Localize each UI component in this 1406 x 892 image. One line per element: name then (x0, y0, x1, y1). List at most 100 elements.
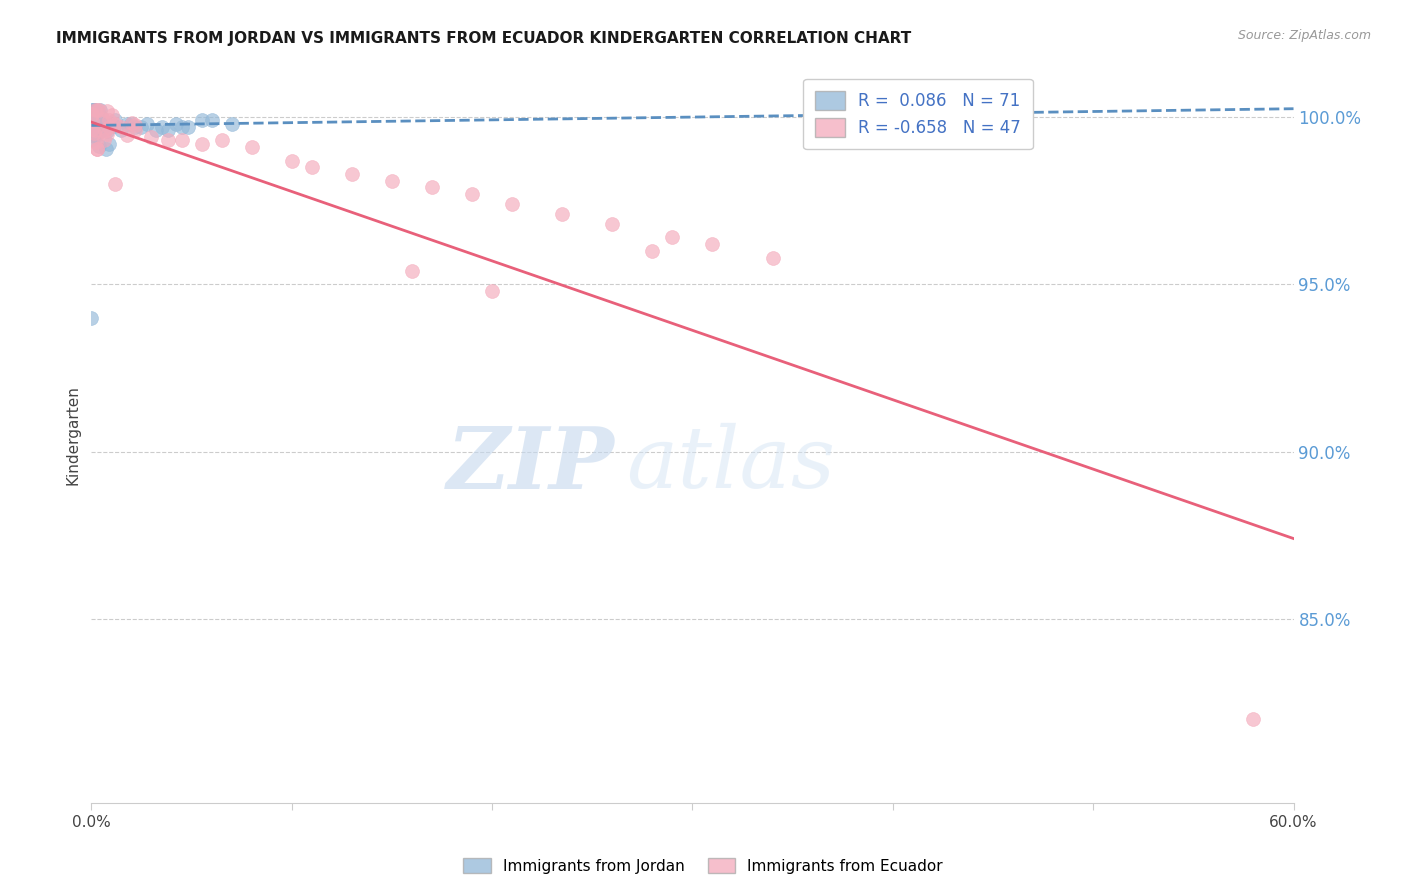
Point (602, 217, 624, 231)
Point (90, 122, 112, 136)
Point (98, 136, 121, 151)
Point (84, 135, 107, 149)
Point (83, 103, 105, 118)
Point (190, 136, 212, 151)
Point (83, 114, 105, 128)
Point (87, 104, 110, 119)
Point (104, 113, 127, 128)
Point (80, 118, 103, 132)
Point (401, 264, 423, 278)
Point (762, 251, 785, 265)
Point (86, 119, 108, 133)
Point (141, 130, 163, 145)
Point (84, 103, 107, 118)
Point (150, 120, 173, 135)
Point (89, 120, 111, 135)
Point (83, 128, 105, 143)
Point (86, 103, 108, 118)
Point (98, 112, 121, 127)
Point (240, 140, 263, 154)
Point (82, 119, 104, 133)
Point (94, 142, 117, 156)
Point (103, 119, 125, 133)
Point (104, 177, 127, 191)
Point (156, 123, 179, 137)
Point (82, 122, 104, 136)
Point (131, 120, 153, 135)
Point (124, 123, 146, 137)
Point (94, 121, 117, 136)
Point (101, 108, 124, 122)
Point (156, 134, 179, 148)
Point (83, 113, 105, 128)
Point (176, 120, 198, 135)
Point (80, 310, 103, 325)
Point (96, 104, 118, 119)
Point (110, 123, 132, 137)
Point (145, 123, 167, 137)
Point (83, 126, 105, 140)
Point (1243, 712, 1265, 726)
Point (82, 120, 104, 135)
Point (84, 113, 107, 128)
Point (124, 120, 146, 135)
Point (84, 116, 107, 130)
Text: IMMIGRANTS FROM JORDAN VS IMMIGRANTS FROM ECUADOR KINDERGARTEN CORRELATION CHART: IMMIGRANTS FROM JORDAN VS IMMIGRANTS FRO… (56, 31, 911, 46)
Point (110, 120, 132, 135)
Point (84, 112, 107, 126)
Point (80, 107, 103, 121)
Point (221, 117, 243, 131)
Point (83, 127, 105, 141)
Point (501, 197, 523, 211)
Point (165, 117, 187, 131)
Point (84, 116, 107, 130)
Point (481, 284, 503, 298)
Point (83, 128, 105, 142)
Point (87, 139, 110, 153)
Point (86, 128, 108, 143)
Point (80, 120, 103, 135)
Point (91, 111, 114, 125)
Text: atlas: atlas (626, 423, 835, 506)
Point (82, 103, 104, 118)
Point (83, 123, 105, 137)
Point (96, 127, 118, 141)
Point (84, 103, 107, 118)
Point (89, 112, 111, 126)
Point (86, 142, 108, 156)
Point (94, 115, 117, 129)
Point (702, 237, 724, 252)
Point (136, 117, 159, 131)
Point (82, 108, 104, 122)
Point (89, 112, 111, 127)
Y-axis label: Kindergarten: Kindergarten (65, 385, 80, 484)
Point (89, 103, 111, 118)
Point (82, 128, 104, 142)
Point (87, 103, 110, 118)
Legend: Immigrants from Jordan, Immigrants from Ecuador: Immigrants from Jordan, Immigrants from … (457, 852, 949, 880)
Point (301, 161, 323, 175)
Point (86, 142, 108, 156)
Point (98, 120, 121, 135)
Point (121, 116, 143, 130)
Point (82, 103, 104, 118)
Point (83, 110, 105, 124)
Point (201, 113, 224, 128)
Point (461, 187, 484, 202)
Point (661, 230, 683, 244)
Point (115, 128, 138, 143)
Point (551, 207, 574, 221)
Point (121, 117, 143, 131)
Point (96, 124, 118, 138)
Point (170, 134, 193, 148)
Point (124, 119, 146, 133)
Point (84, 109, 107, 123)
Point (340, 167, 363, 181)
Point (80, 113, 103, 128)
Point (84, 109, 107, 123)
Point (84, 126, 107, 140)
Legend: R =  0.086   N = 71, R = -0.658   N = 47: R = 0.086 N = 71, R = -0.658 N = 47 (803, 78, 1033, 149)
Point (80, 112, 103, 127)
Point (93, 133, 115, 147)
Point (84, 127, 107, 141)
